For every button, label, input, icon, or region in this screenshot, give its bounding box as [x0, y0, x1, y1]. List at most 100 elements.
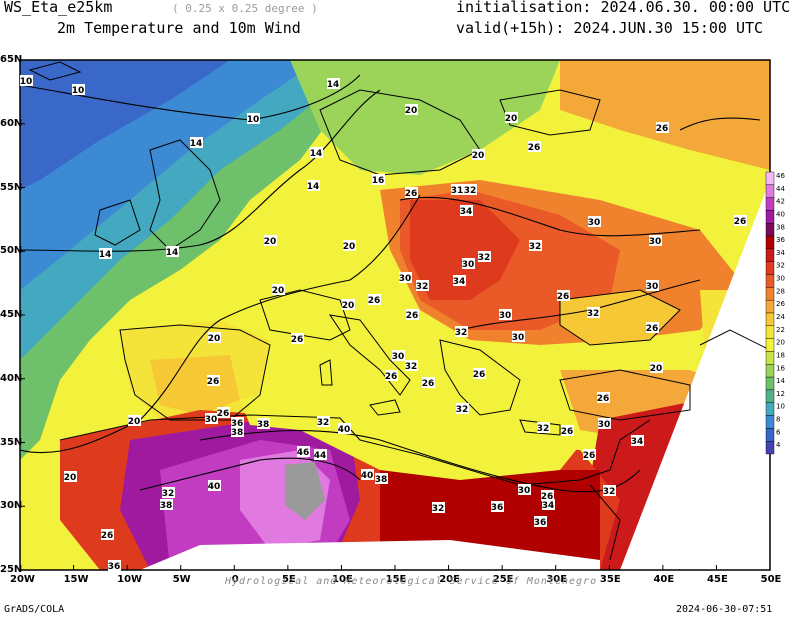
colorbar: 46 44 42 40 38 36 34 32 30 28 26 24 22 20 18 16 14 12 10 8 6… [765, 171, 785, 455]
contour-label-bg [208, 480, 221, 491]
contour-label-bg [646, 322, 659, 333]
colorbar-level: 36 [776, 236, 785, 244]
contour-label-bg [541, 490, 554, 501]
contour-label-bg [406, 309, 419, 320]
outside-domain [620, 180, 770, 570]
contour-label-bg [422, 377, 435, 388]
colorbar-level: 6 [776, 428, 781, 436]
contour-label: 26 [597, 394, 610, 404]
colorbar-swatch [765, 402, 775, 416]
contour-label-bg [272, 284, 285, 295]
contour-label-bg [557, 290, 570, 301]
contour-label-bg [247, 113, 260, 124]
colorbar-swatch [765, 376, 775, 391]
lon-label: 30E [546, 574, 568, 585]
contour-label: 14 [310, 149, 323, 159]
contour-label: 20 [342, 301, 355, 311]
colorbar-swatch [765, 338, 775, 352]
contour-label: 32 [603, 487, 616, 497]
colorbar-level: 26 [776, 300, 785, 308]
contour-label: 14 [166, 248, 179, 258]
contour-label: 26 [368, 296, 381, 306]
lon-label: 20E [439, 574, 460, 585]
colorbar-swatch [765, 248, 775, 262]
contour-label-bg [166, 246, 179, 257]
contour-label-bg [343, 240, 356, 251]
lon-label: 15W [63, 574, 89, 585]
contour-label-bg [361, 469, 374, 480]
lat-label: 35N [0, 436, 23, 448]
contour-label: 20 [128, 417, 141, 427]
contour-label-bg [587, 307, 600, 318]
colorbar-swatch [765, 351, 775, 365]
contour-label: 32 [537, 424, 550, 434]
contour-label-bg [416, 280, 429, 291]
colorbar-level: 24 [776, 313, 785, 321]
contour-label-bg [264, 235, 277, 246]
contour-label-bg [310, 147, 323, 158]
contour-label: 31 [451, 186, 464, 196]
contour-label: 34 [631, 437, 644, 447]
contour-label: 26 [528, 143, 541, 153]
contour-label-bg [231, 417, 244, 428]
colorbar-level: 10 [776, 403, 785, 411]
contour-label: 46 [297, 448, 310, 458]
colorbar-level: 34 [776, 249, 785, 257]
contour-label-bg [217, 407, 230, 418]
colorbar-swatch [765, 274, 775, 288]
colorbar-level: 44 [776, 185, 785, 193]
colorbar-level: 4 [776, 441, 781, 449]
scandinavia-region [290, 60, 560, 175]
product-title: 2m Temperature and 10m Wind [57, 19, 301, 37]
colorbar-swatch [765, 184, 775, 198]
contour-label: 20 [208, 334, 221, 344]
contour-label: 32 [455, 328, 468, 338]
contour-label: 34 [453, 277, 466, 287]
contour-label: 44 [314, 451, 327, 461]
iberia-interior-warm [150, 355, 240, 415]
model-title: WS_Eta_e25km [4, 0, 113, 16]
contour-label-bg [205, 413, 218, 424]
contour-label-bg [512, 331, 525, 342]
contour-label-bg [598, 418, 611, 429]
contour-label-bg [583, 449, 596, 460]
contour-label-bg [368, 294, 381, 305]
contour-label-bg [338, 423, 351, 434]
contour-label-bg [455, 326, 468, 337]
lon-label: 10E [332, 574, 353, 585]
contour-label: 40 [361, 471, 374, 481]
contour-label: 38 [231, 428, 244, 438]
colorbar-swatch [765, 287, 775, 301]
contour-label-bg [208, 332, 221, 343]
contour-label-bg [342, 299, 355, 310]
contour-label-bg [72, 84, 85, 95]
contour-label: 10 [72, 86, 85, 96]
contour-label-bg [650, 362, 663, 373]
lon-label: 5E [281, 574, 296, 585]
contour-label-bg [472, 149, 485, 160]
contour-label-bg [385, 370, 398, 381]
contour-label: 20 [505, 114, 518, 124]
contour-label-bg [499, 309, 512, 320]
contour-label-bg [534, 516, 547, 527]
north-east-region [560, 60, 770, 170]
contour-label-bg [588, 216, 601, 227]
contour-label: 26 [656, 124, 669, 134]
contour-label: 32 [464, 186, 477, 196]
contour-label: 32 [162, 489, 175, 499]
contour-label-bg [451, 184, 464, 195]
colorbar-level: 40 [776, 210, 785, 218]
contour-label: 26 [583, 451, 596, 461]
lon-label: 0 [231, 574, 239, 585]
lat-label: 30N [0, 500, 23, 512]
contour-label-bg [190, 137, 203, 148]
contour-label: 26 [217, 409, 230, 419]
contour-label: 20 [650, 364, 663, 374]
contour-label: 40 [208, 482, 221, 492]
contour-label-bg [518, 484, 531, 495]
contour-label: 26 [385, 372, 398, 382]
contour-label: 14 [190, 139, 203, 149]
lat-label: 25N [0, 564, 23, 575]
contour-label-bg [399, 272, 412, 283]
